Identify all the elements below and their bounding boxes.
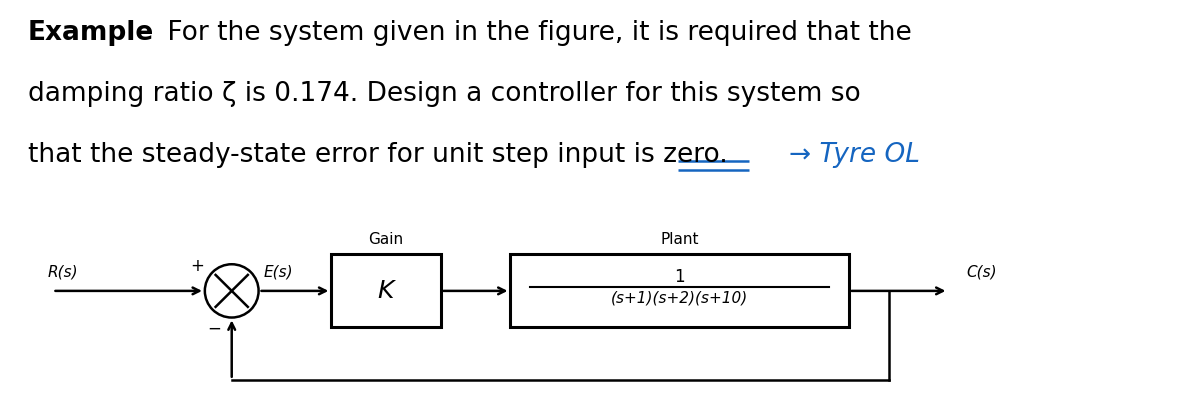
Text: C(s): C(s) bbox=[966, 264, 997, 279]
Text: For the system given in the figure, it is required that the: For the system given in the figure, it i… bbox=[160, 20, 912, 45]
Text: 1: 1 bbox=[674, 268, 685, 286]
Text: R(s): R(s) bbox=[48, 264, 78, 279]
Text: −: − bbox=[206, 319, 221, 337]
Text: → Tyre OL: → Tyre OL bbox=[790, 142, 920, 168]
Text: Plant: Plant bbox=[660, 232, 698, 247]
Text: +: + bbox=[190, 257, 204, 275]
Text: Gain: Gain bbox=[368, 232, 403, 247]
Text: E(s): E(s) bbox=[264, 264, 293, 279]
Bar bbox=[510, 254, 848, 327]
Bar bbox=[331, 254, 440, 327]
Text: K: K bbox=[378, 279, 394, 303]
Text: damping ratio ζ is 0.174. Design a controller for this system so: damping ratio ζ is 0.174. Design a contr… bbox=[28, 81, 860, 107]
Text: that the steady-state error for unit step input is zero.: that the steady-state error for unit ste… bbox=[28, 142, 727, 168]
Text: (s+1)(s+2)(s+10): (s+1)(s+2)(s+10) bbox=[611, 291, 749, 306]
Text: Example: Example bbox=[28, 20, 154, 45]
